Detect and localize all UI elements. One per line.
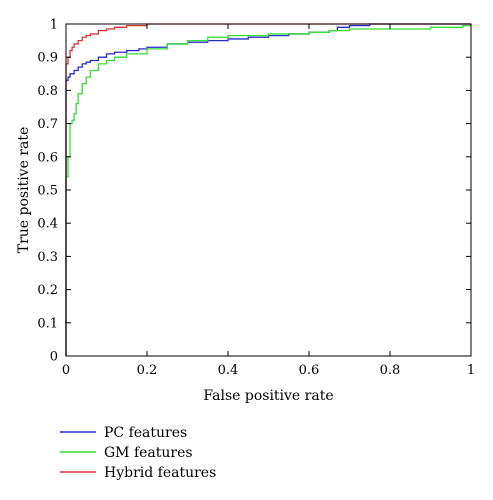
legend-label-hybrid-features: Hybrid features <box>104 465 216 481</box>
y-tick-label: 0.1 <box>37 316 58 331</box>
y-tick-label: 0.4 <box>37 217 58 232</box>
y-tick-label: 0.7 <box>37 117 58 132</box>
x-tick-label: 0 <box>62 363 70 378</box>
y-tick-label: 0 <box>50 350 58 365</box>
y-axis-title: True positive rate <box>16 127 32 254</box>
y-tick-label: 0.6 <box>37 150 58 165</box>
legend-label-gm-features: GM features <box>104 445 193 461</box>
x-axis-title: False positive rate <box>203 388 333 404</box>
series-line-gm-features <box>65 24 472 356</box>
legend-label-pc-features: PC features <box>104 425 187 441</box>
x-tick-label: 0.2 <box>137 363 158 378</box>
x-tick-label: 1 <box>467 363 475 378</box>
y-tick-label: 0.5 <box>37 184 58 199</box>
ticks-layer: 0 0.2 0.4 0.6 0.8 1 0 0.1 0.2 0.3 0.4 0.5 0.6 0.7 0.8 0… <box>37 18 475 379</box>
x-tick-label: 0.6 <box>299 363 320 378</box>
plot-frame <box>65 23 472 357</box>
x-tick-label: 0.4 <box>218 363 239 378</box>
series-layer <box>65 23 472 356</box>
y-tick-label: 0.3 <box>37 250 58 265</box>
y-tick-label: 1 <box>50 18 58 33</box>
series-line-pc-features <box>65 23 471 356</box>
y-tick-label: 0.2 <box>37 283 58 298</box>
y-tick-label: 0.8 <box>37 84 58 99</box>
series-line-hybrid-features <box>65 23 471 356</box>
legend: PC features GM features Hybrid features <box>60 425 216 481</box>
y-tick-label: 0.9 <box>37 51 58 66</box>
x-tick-label: 0.8 <box>380 363 401 378</box>
